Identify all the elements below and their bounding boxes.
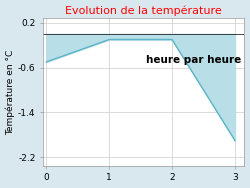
Y-axis label: Température en °C: Température en °C bbox=[6, 49, 15, 135]
Title: Evolution de la température: Evolution de la température bbox=[66, 6, 222, 16]
Text: heure par heure: heure par heure bbox=[146, 55, 242, 64]
